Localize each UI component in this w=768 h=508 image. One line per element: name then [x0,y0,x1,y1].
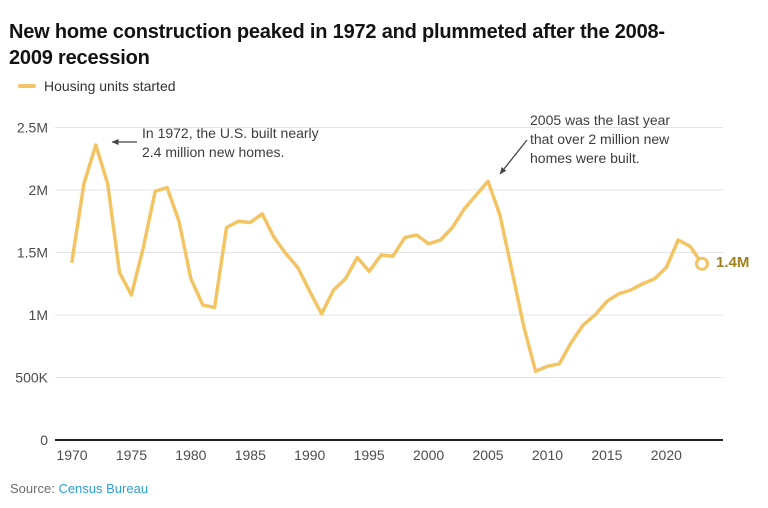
annotation-arrow-2005 [499,139,528,175]
x-axis-tick-label: 2020 [651,447,682,463]
x-axis-tick-label: 1990 [294,447,325,463]
legend-line-swatch-icon [18,84,36,88]
source-line: Source: Census Bureau [10,481,148,496]
housing-starts-line [70,143,704,374]
x-axis-tick-label: 2015 [591,447,622,463]
x-axis-tick-label: 1985 [235,447,266,463]
x-axis-tick-label: 2010 [532,447,563,463]
x-axis-tick-label: 2000 [413,447,444,463]
y-axis-tick-label: 0 [40,432,48,448]
x-axis-tick-label: 1975 [116,447,147,463]
y-axis-tick-label: 2M [29,182,48,198]
end-value-label: 1.4M [716,254,750,271]
source-link[interactable]: Census Bureau [58,481,149,496]
x-axis-tick-label: 1970 [56,447,87,463]
y-axis-tick-label: 1.5M [17,245,48,261]
legend: Housing units started [18,78,176,94]
chart-title: New home construction peaked in 1972 and… [9,21,665,70]
y-axis-tick-label: 500K [15,370,48,386]
x-axis-tick-label: 1995 [354,447,385,463]
source-label: Source: [10,481,55,496]
x-axis-tick-label: 1980 [175,447,206,463]
y-axis-tick-label: 2.5M [17,120,48,136]
end-point-marker [695,256,709,271]
x-axis-tick-label: 2005 [472,447,503,463]
annotation-1972-peak: In 1972, the U.S. built nearly 2.4 milli… [142,125,319,160]
y-axis-tick-label: 1M [29,307,48,323]
annotation-2005-last-year: 2005 was the last year that over 2 milli… [530,112,671,166]
legend-label: Housing units started [44,78,176,94]
